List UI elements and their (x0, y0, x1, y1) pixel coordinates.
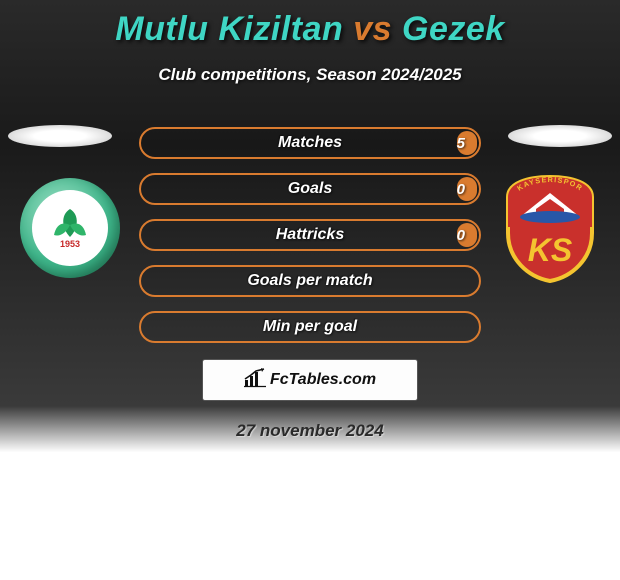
page-title: Mutlu Kiziltan vs Gezek (0, 0, 620, 49)
date-label: 27 november 2024 (0, 421, 620, 441)
stat-row-min-per-goal: Min per goal (139, 311, 481, 343)
stat-value-right: 5 (457, 135, 465, 152)
stat-value-right: 0 (457, 181, 465, 198)
subtitle: Club competitions, Season 2024/2025 (0, 65, 620, 85)
stat-label: Goals (288, 180, 332, 198)
stat-label: Goals per match (247, 272, 372, 290)
stat-label: Hattricks (276, 226, 344, 244)
stat-row-hattricks: Hattricks 0 (139, 219, 481, 251)
brand-text: FcTables.com (270, 371, 376, 389)
player2-name: Gezek (402, 10, 505, 48)
bar-chart-icon (244, 368, 266, 393)
stat-label: Min per goal (263, 318, 357, 336)
player1-name: Mutlu Kiziltan (115, 10, 343, 48)
stat-row-matches: Matches 5 (139, 127, 481, 159)
stat-row-goals-per-match: Goals per match (139, 265, 481, 297)
brand-box[interactable]: FcTables.com (202, 359, 418, 401)
stat-row-goals: Goals 0 (139, 173, 481, 205)
stats-column: Matches 5 Goals 0 Hattricks 0 Goals per match M… (139, 127, 481, 343)
stats-area: Matches 5 Goals 0 Hattricks 0 Goals per match M… (0, 127, 620, 343)
stat-label: Matches (278, 134, 342, 152)
vs-label: vs (353, 10, 392, 48)
stat-value-right: 0 (457, 227, 465, 244)
